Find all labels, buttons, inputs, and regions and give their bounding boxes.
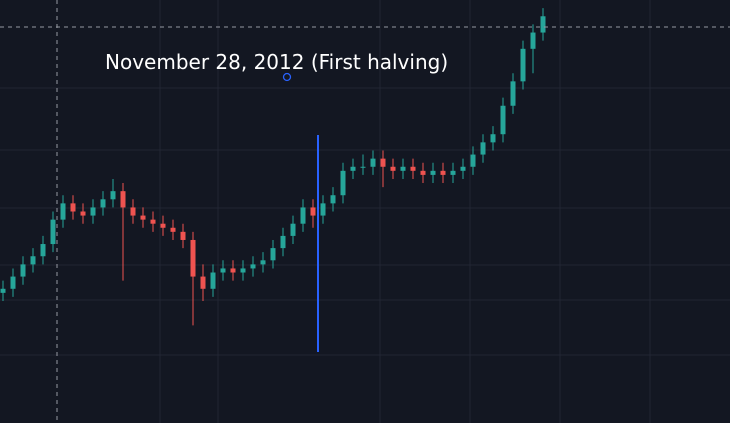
- candle-body: [360, 166, 366, 168]
- candle-body: [490, 134, 496, 143]
- candle-body: [0, 288, 6, 293]
- candle-body: [200, 276, 206, 289]
- candle-body: [370, 158, 376, 167]
- candle-body: [90, 207, 96, 216]
- candle-body: [390, 166, 396, 171]
- candle-body: [400, 166, 406, 171]
- candle-body: [350, 166, 356, 171]
- candle-body: [430, 170, 436, 175]
- candle-body: [480, 142, 486, 155]
- anchor-point[interactable]: [282, 72, 292, 82]
- candle-body: [270, 248, 276, 261]
- candle-body: [50, 219, 56, 245]
- candle-body: [290, 223, 296, 236]
- candle-body: [40, 244, 46, 257]
- candle-body: [260, 260, 266, 265]
- candle-body: [300, 207, 306, 224]
- candle-body: [230, 268, 236, 273]
- candle-body: [170, 227, 176, 232]
- candle-body: [440, 170, 446, 175]
- candle-body: [410, 166, 416, 171]
- candle-body: [380, 158, 386, 167]
- candle-body: [100, 199, 106, 208]
- annotation[interactable]: November 28, 2012 (First halving): [105, 50, 448, 74]
- candle-body: [210, 272, 216, 289]
- candle-body: [60, 203, 66, 220]
- candle-body: [520, 48, 526, 82]
- candle-body: [120, 191, 126, 208]
- candle-body: [80, 211, 86, 216]
- candle-body: [240, 268, 246, 273]
- candle-body: [70, 203, 76, 212]
- candle-body: [30, 256, 36, 265]
- candle-body: [220, 268, 226, 273]
- candle-body: [500, 105, 506, 135]
- candle-body: [190, 239, 196, 277]
- candle-body: [110, 191, 116, 200]
- candle-body: [340, 170, 346, 196]
- candle-body: [130, 207, 136, 216]
- candle-body: [450, 170, 456, 175]
- candle-body: [420, 170, 426, 175]
- candle-body: [530, 32, 536, 49]
- candle-body: [540, 16, 546, 33]
- candle-body: [180, 231, 186, 240]
- candles: [0, 8, 546, 326]
- candle-body: [280, 235, 286, 249]
- candle-body: [140, 215, 146, 220]
- candle-body: [160, 223, 166, 228]
- candle-body: [310, 207, 316, 216]
- candle-body: [10, 276, 16, 289]
- candle-body: [470, 154, 476, 167]
- candle-body: [150, 219, 156, 224]
- candle-body: [250, 264, 256, 269]
- candle-body: [320, 203, 326, 216]
- candle-body: [460, 166, 466, 171]
- candle-body: [330, 195, 336, 204]
- candle-body: [20, 264, 26, 277]
- candle-body: [510, 81, 516, 106]
